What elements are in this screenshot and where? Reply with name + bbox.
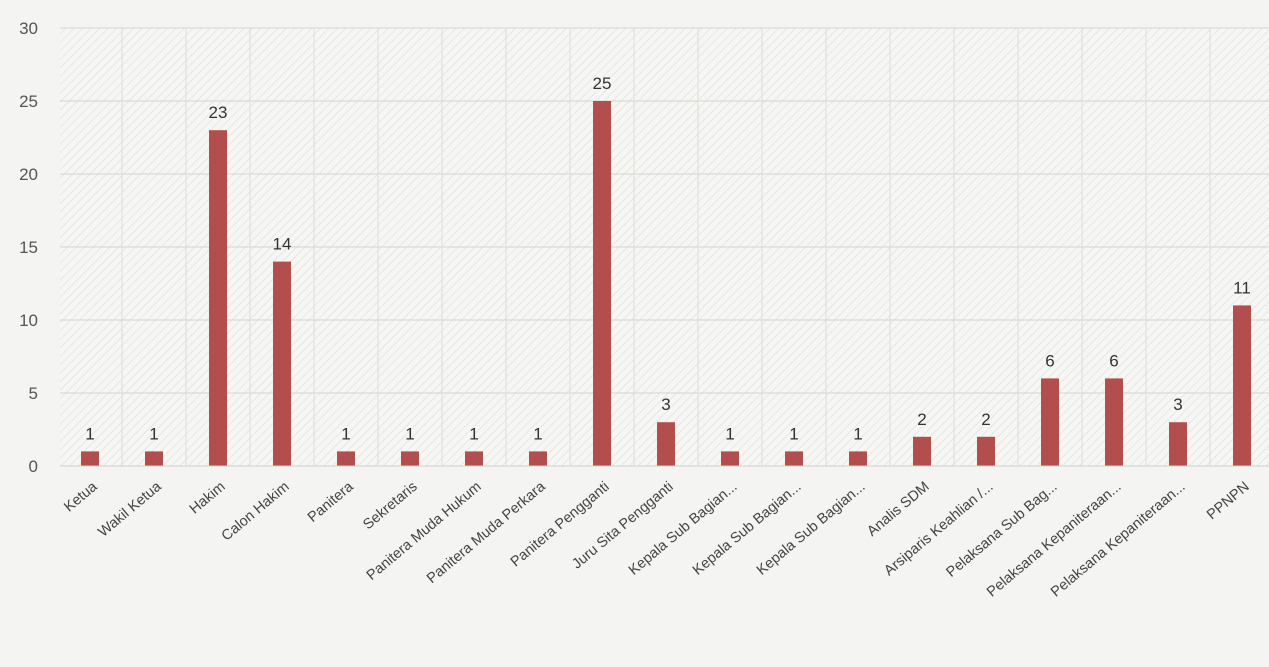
data-label: 3 xyxy=(1173,395,1182,414)
data-label: 2 xyxy=(917,410,926,429)
data-label: 1 xyxy=(149,424,158,443)
category-label: Wakil Ketua xyxy=(95,478,165,540)
category-label: Pelaksana Kepaniteraan... xyxy=(1048,479,1189,601)
data-label: 1 xyxy=(853,424,862,443)
bar xyxy=(273,261,291,466)
category-label: Kepala Sub Bagian... xyxy=(754,479,869,579)
data-label: 1 xyxy=(85,424,94,443)
category-label: Analis SDM xyxy=(864,479,932,540)
y-tick-label: 30 xyxy=(19,19,38,38)
data-label: 6 xyxy=(1045,351,1054,370)
bar xyxy=(1105,378,1123,466)
category-label: Pelaksana Sub Bag... xyxy=(943,479,1060,581)
bar xyxy=(785,451,803,466)
bar xyxy=(849,451,867,466)
category-label: Hakim xyxy=(187,479,229,518)
y-tick-label: 25 xyxy=(19,92,38,111)
bar xyxy=(337,451,355,466)
y-tick-label: 0 xyxy=(29,457,38,476)
y-tick-label: 5 xyxy=(29,384,38,403)
bar xyxy=(977,436,995,466)
data-label: 1 xyxy=(789,424,798,443)
category-label: Calon Hakim xyxy=(219,479,293,545)
bar xyxy=(913,436,931,466)
data-label: 6 xyxy=(1109,351,1118,370)
bar xyxy=(401,451,419,466)
bar xyxy=(1041,378,1059,466)
bars xyxy=(81,101,1251,466)
data-label: 1 xyxy=(405,424,414,443)
bar xyxy=(1233,305,1251,466)
data-label: 11 xyxy=(1233,278,1251,297)
data-label: 23 xyxy=(209,103,228,122)
y-axis-ticks: 0 5 10 15 20 25 30 xyxy=(19,19,38,476)
category-label: Panitera xyxy=(305,478,357,526)
y-tick-label: 15 xyxy=(19,238,38,257)
y-tick-label: 20 xyxy=(19,165,38,184)
y-tick-label: 10 xyxy=(19,311,38,330)
category-label: Kepala Sub Bagian... xyxy=(626,479,741,579)
data-label: 1 xyxy=(341,424,350,443)
gridlines xyxy=(60,27,1269,467)
data-label: 25 xyxy=(593,74,612,93)
bar xyxy=(721,451,739,466)
bar xyxy=(657,422,675,466)
data-label: 1 xyxy=(533,424,542,443)
bar xyxy=(145,451,163,466)
data-label: 1 xyxy=(469,424,478,443)
bar xyxy=(1169,422,1187,466)
category-label: Ketua xyxy=(61,478,101,515)
category-label: Sekretaris xyxy=(360,479,420,533)
bar xyxy=(81,451,99,466)
bar xyxy=(529,451,547,466)
category-label: PPNPN xyxy=(1204,479,1253,523)
category-label: Panitera Muda Perkara xyxy=(424,478,549,587)
category-label: Arsiparis Keahlian /... xyxy=(881,479,996,579)
bar xyxy=(465,451,483,466)
bar xyxy=(209,130,227,466)
data-label: 1 xyxy=(725,424,734,443)
category-label: Kepala Sub Bagian... xyxy=(690,479,805,579)
category-label: Panitera Muda Hukum xyxy=(364,479,485,584)
data-label: 14 xyxy=(273,235,292,254)
bar xyxy=(593,101,611,466)
data-label: 2 xyxy=(981,410,990,429)
data-label: 3 xyxy=(661,395,670,414)
